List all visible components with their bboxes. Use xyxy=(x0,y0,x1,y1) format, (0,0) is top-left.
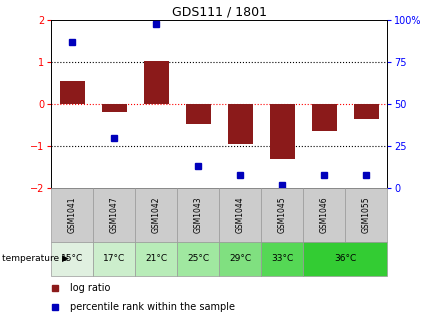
Text: GSM1044: GSM1044 xyxy=(236,197,245,234)
Text: GSM1046: GSM1046 xyxy=(320,197,329,234)
Bar xyxy=(345,188,387,242)
Bar xyxy=(93,242,135,276)
Bar xyxy=(60,81,85,104)
Bar xyxy=(303,242,387,276)
Text: GSM1043: GSM1043 xyxy=(194,197,202,234)
Bar xyxy=(135,188,177,242)
Bar xyxy=(186,104,211,124)
Text: GSM1055: GSM1055 xyxy=(362,197,371,234)
Bar xyxy=(261,188,303,242)
Text: temperature ▶: temperature ▶ xyxy=(2,254,69,263)
Text: 25°C: 25°C xyxy=(187,254,209,263)
Bar xyxy=(261,242,303,276)
Text: 21°C: 21°C xyxy=(145,254,167,263)
Text: 17°C: 17°C xyxy=(103,254,125,263)
Bar xyxy=(135,242,177,276)
Text: 29°C: 29°C xyxy=(229,254,251,263)
Bar xyxy=(101,104,127,112)
Text: percentile rank within the sample: percentile rank within the sample xyxy=(70,302,235,312)
Bar xyxy=(270,104,295,159)
Text: 36°C: 36°C xyxy=(334,254,356,263)
Bar xyxy=(93,188,135,242)
Text: GSM1041: GSM1041 xyxy=(68,197,77,233)
Bar xyxy=(354,104,379,119)
Text: GSM1047: GSM1047 xyxy=(109,197,119,234)
Bar xyxy=(51,188,93,242)
Text: 33°C: 33°C xyxy=(271,254,293,263)
Bar xyxy=(219,242,261,276)
Bar xyxy=(51,242,93,276)
Bar xyxy=(144,61,169,104)
Text: GSM1045: GSM1045 xyxy=(278,197,287,234)
Bar xyxy=(227,104,253,144)
Text: 15°C: 15°C xyxy=(61,254,83,263)
Text: log ratio: log ratio xyxy=(70,283,110,293)
Bar xyxy=(312,104,337,131)
Bar xyxy=(219,188,261,242)
Text: GSM1042: GSM1042 xyxy=(152,197,161,233)
Bar xyxy=(177,188,219,242)
Title: GDS111 / 1801: GDS111 / 1801 xyxy=(172,6,267,19)
Bar xyxy=(177,242,219,276)
Bar xyxy=(303,188,345,242)
